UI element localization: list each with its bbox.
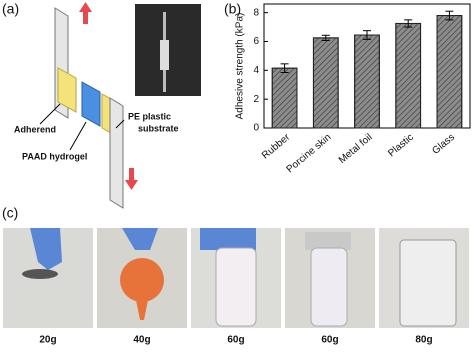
photo-row: [3, 228, 469, 328]
x-tick-label: Metal foil: [337, 132, 375, 166]
y-tick-label: 8: [253, 7, 259, 18]
panel-label: (b): [224, 1, 241, 17]
diagram-label: Adherend: [14, 124, 56, 134]
photo-caption: 80g: [415, 335, 432, 346]
panel-label: (a): [2, 1, 19, 17]
x-tick-label: Glass: [430, 132, 457, 157]
bar-hatch: [395, 22, 422, 129]
bar-hatch: [354, 34, 380, 129]
bar-hatch: [312, 37, 339, 129]
photo-caption: 40g: [133, 335, 150, 346]
panel-label: (c): [2, 205, 18, 221]
bar-hatch: [271, 67, 298, 129]
x-tick-label: Rubber: [260, 131, 293, 161]
x-tick-label: Plastic: [386, 132, 416, 159]
diagram-label: PAAD hydrogel: [22, 151, 87, 161]
y-tick-label: 0: [253, 123, 259, 134]
diagram-label: PE plastic: [128, 111, 171, 121]
diagram: [39, 2, 201, 209]
y-tick-label: 4: [253, 65, 259, 76]
diagram-label: substrate: [138, 123, 179, 133]
y-tick-label: 6: [253, 36, 259, 47]
y-tick-label: 2: [253, 94, 259, 105]
y-axis-label: Adhesive strength (kPa): [235, 13, 246, 120]
photo-caption: 60g: [321, 335, 338, 346]
bar-hatch: [436, 15, 463, 129]
photo-caption: 20g: [39, 335, 56, 346]
x-tick-label: Porcine skin: [285, 132, 334, 175]
photo-caption: 60g: [227, 335, 244, 346]
